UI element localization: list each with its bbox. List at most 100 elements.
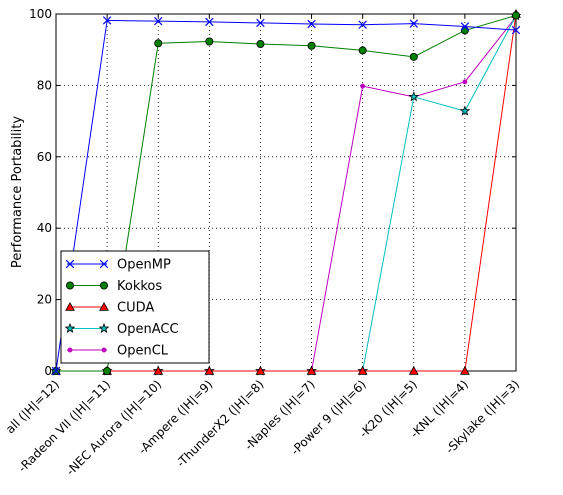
legend-marker-openacc: [64, 322, 76, 334]
data-point-openmp: [409, 19, 419, 28]
data-point-openacc: [408, 91, 420, 102]
data-point-openmp: [205, 17, 214, 27]
y-tick-label: 60: [37, 150, 52, 164]
data-point-opencl-shape: [360, 83, 366, 89]
legend-label-cuda: CUDA: [117, 301, 154, 316]
data-point-kokkos: [512, 11, 521, 20]
data-point-kokkos-shape: [460, 26, 469, 35]
data-point-cuda-shape: [255, 365, 266, 375]
y-tick-labels: 0 20 40 60 80 100: [29, 7, 52, 378]
legend-marker-cuda-shape: [65, 301, 75, 311]
data-point-openmp-stroke: [51, 366, 61, 376]
data-point-cuda: [255, 365, 266, 375]
data-point-cuda-shape: [153, 365, 164, 375]
legend-marker-openmp: [99, 259, 109, 269]
data-point-openmp-stroke: [460, 22, 470, 31]
data-point-openmp-stroke: [205, 17, 214, 27]
data-point-openacc: [459, 105, 471, 116]
legend-marker-opencl: [67, 347, 73, 353]
legend-marker-cuda: [65, 301, 75, 311]
data-point-cuda: [408, 365, 419, 375]
y-tick-label: 40: [37, 221, 52, 235]
data-point-kokkos: [103, 366, 112, 375]
data-point-cuda-shape: [408, 365, 419, 375]
legend-marker-opencl-shape: [101, 347, 107, 353]
data-point-openmp: [460, 22, 470, 31]
data-point-openmp: [358, 20, 367, 29]
data-point-openmp-stroke: [256, 18, 265, 28]
legend-item-openacc: OpenACC: [64, 322, 179, 337]
data-point-kokkos-shape: [154, 39, 163, 48]
y-tick-label: 20: [37, 293, 52, 307]
legend-marker-kokkos-shape: [66, 281, 75, 290]
data-point-kokkos: [256, 39, 265, 48]
data-point-openmp-stroke: [358, 20, 367, 29]
y-tick-label: 100: [29, 7, 52, 21]
data-point-openmp-stroke: [102, 16, 112, 25]
legend-marker-opencl-shape: [67, 347, 73, 353]
data-point-kokkos: [460, 26, 469, 35]
series-line-kokkos: [56, 14, 517, 372]
data-point-cuda: [204, 365, 215, 375]
y-tick-label: 0: [44, 364, 52, 378]
data-point-kokkos: [307, 41, 316, 50]
data-point-cuda: [306, 365, 317, 375]
legend-marker-kokkos: [66, 281, 75, 290]
x-tick-labels: all (|H|=12)-Radeon VII (|H|=11)-NEC Aur…: [3, 377, 522, 478]
data-point-kokkos-shape: [307, 41, 316, 50]
x-tick-label: -NEC Aurora (|H|=10): [63, 377, 164, 478]
data-point-kokkos: [358, 46, 367, 55]
data-point-openmp: [153, 16, 163, 26]
data-point-openmp-stroke: [307, 19, 316, 29]
data-point-cuda-shape: [460, 365, 470, 375]
data-point-cuda-shape: [357, 365, 368, 375]
data-point-openacc-shape: [408, 91, 420, 102]
legend-item-opencl: OpenCL: [67, 344, 169, 359]
legend-marker-openmp-stroke: [65, 259, 75, 269]
legend-label-openmp: OpenMP: [117, 258, 171, 273]
data-point-openmp: [51, 366, 61, 376]
data-point-opencl-shape: [462, 79, 468, 85]
legend-marker-kokkos-shape: [100, 281, 109, 290]
data-point-opencl: [360, 83, 366, 89]
legend-label-openacc: OpenACC: [117, 322, 179, 337]
data-point-openmp-stroke: [153, 16, 163, 26]
data-point-cuda-shape: [204, 365, 215, 375]
data-point-openmp: [102, 16, 112, 25]
legend-marker-openacc: [98, 322, 110, 334]
legend-marker-cuda-shape: [99, 301, 109, 311]
legend-item-openmp: OpenMP: [65, 258, 171, 273]
data-point-openmp: [511, 25, 521, 35]
data-point-kokkos-shape: [103, 366, 112, 375]
data-point-kokkos-shape: [256, 39, 265, 48]
data-point-opencl: [462, 79, 468, 85]
data-point-openmp: [307, 19, 316, 29]
legend-marker-opencl: [101, 347, 107, 353]
legend-item-cuda: CUDA: [65, 301, 154, 316]
data-point-openmp-stroke: [409, 19, 419, 28]
series-lines: [50, 8, 522, 376]
data-point-kokkos: [205, 37, 214, 46]
data-point-kokkos-shape: [512, 11, 521, 20]
y-tick-label: 80: [37, 78, 52, 92]
data-point-cuda: [153, 365, 164, 375]
data-point-kokkos: [409, 52, 418, 61]
legend-marker-openmp: [65, 259, 75, 269]
data-point-kokkos-shape: [409, 52, 418, 61]
legend-marker-cuda: [99, 301, 109, 311]
data-point-kokkos-shape: [205, 37, 214, 46]
legend-marker-openacc-shape: [64, 322, 76, 334]
legend: OpenMP Kokkos CUDA OpenACC OpenCL: [60, 250, 210, 364]
y-axis-title: Performance Portability: [10, 116, 25, 268]
legend-label-opencl: OpenCL: [117, 344, 169, 359]
data-point-cuda: [460, 365, 470, 375]
data-point-cuda-shape: [306, 365, 317, 375]
series-openmp: [51, 16, 521, 376]
data-point-kokkos: [154, 39, 163, 48]
x-tick-label: -Radeon VII (|H|=11): [15, 377, 113, 475]
legend-marker-openmp-stroke: [99, 259, 109, 269]
data-point-kokkos-shape: [358, 46, 367, 55]
data-point-openmp: [256, 18, 265, 28]
series-line-cuda: [56, 13, 517, 372]
